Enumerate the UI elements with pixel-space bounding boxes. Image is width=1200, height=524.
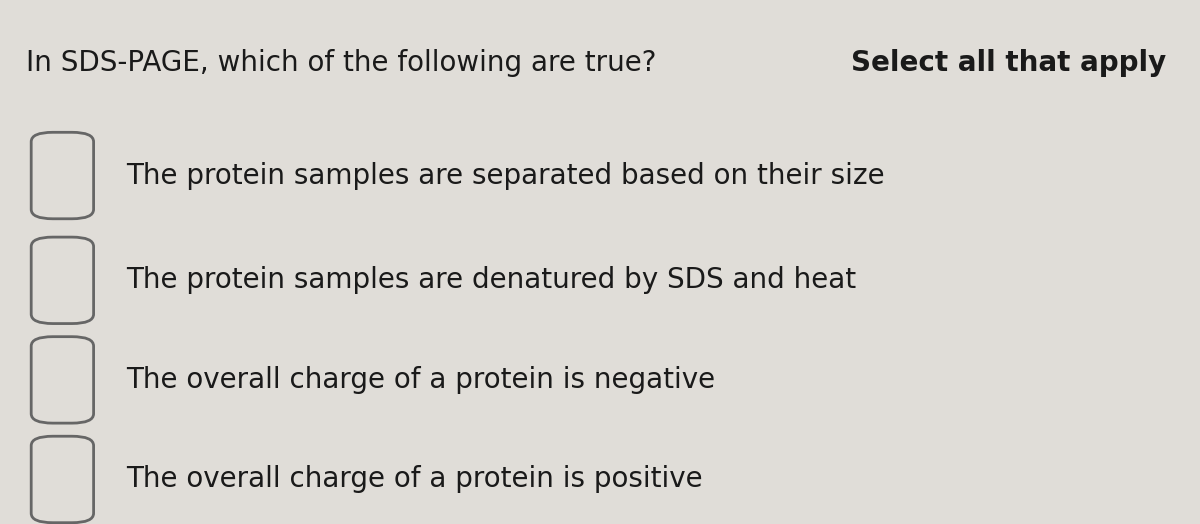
Text: Select all that apply: Select all that apply [852,49,1166,77]
Text: The overall charge of a protein is negative: The overall charge of a protein is negat… [126,366,715,394]
Text: The protein samples are separated based on their size: The protein samples are separated based … [126,161,884,190]
Text: In SDS-PAGE, which of the following are true?: In SDS-PAGE, which of the following are … [26,49,666,77]
Text: The protein samples are denatured by SDS and heat: The protein samples are denatured by SDS… [126,266,856,294]
Text: The overall charge of a protein is positive: The overall charge of a protein is posit… [126,465,703,494]
FancyBboxPatch shape [31,132,94,219]
FancyBboxPatch shape [31,337,94,423]
FancyBboxPatch shape [31,237,94,323]
FancyBboxPatch shape [31,436,94,522]
